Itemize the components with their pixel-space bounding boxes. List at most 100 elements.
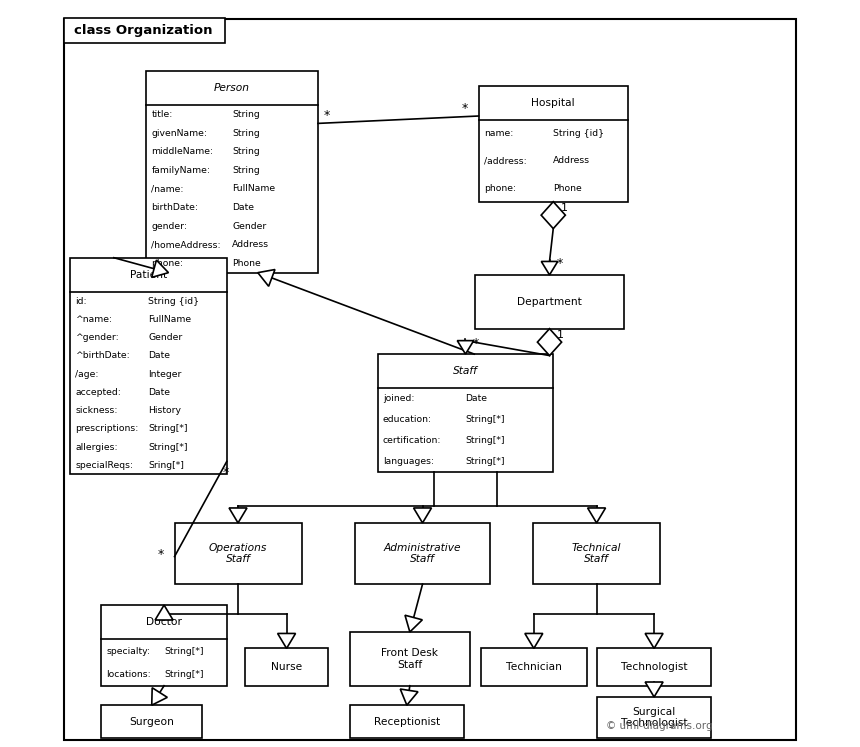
Text: 1: 1 (561, 202, 568, 213)
Text: *: * (473, 337, 479, 350)
Text: prescriptions:: prescriptions: (75, 424, 138, 433)
Text: sickness:: sickness: (75, 406, 118, 415)
Text: gender:: gender: (151, 222, 187, 231)
Text: String: String (232, 166, 260, 175)
FancyBboxPatch shape (101, 605, 227, 686)
FancyBboxPatch shape (475, 275, 624, 329)
Text: ^gender:: ^gender: (75, 333, 119, 342)
Text: education:: education: (383, 415, 432, 424)
FancyBboxPatch shape (101, 705, 202, 738)
Text: String: String (232, 147, 260, 156)
Text: String[*]: String[*] (149, 424, 187, 433)
Polygon shape (645, 682, 663, 697)
Text: 1: 1 (557, 329, 564, 340)
Text: phone:: phone: (484, 184, 516, 193)
Polygon shape (151, 688, 168, 705)
Text: ^birthDate:: ^birthDate: (75, 351, 130, 360)
FancyBboxPatch shape (481, 648, 587, 686)
Text: phone:: phone: (151, 259, 183, 268)
FancyBboxPatch shape (64, 19, 796, 740)
Text: Integer: Integer (149, 370, 181, 379)
Text: /name:: /name: (151, 185, 184, 193)
Text: title:: title: (151, 110, 173, 119)
Text: String[*]: String[*] (149, 442, 187, 451)
Text: Administrative
Staff: Administrative Staff (384, 543, 461, 564)
Text: *: * (557, 258, 563, 270)
FancyBboxPatch shape (64, 18, 224, 43)
FancyBboxPatch shape (245, 648, 329, 686)
Text: Address: Address (232, 241, 269, 249)
Text: allergies:: allergies: (75, 442, 118, 451)
Text: /address:: /address: (484, 156, 526, 166)
Text: FullName: FullName (232, 185, 275, 193)
Text: ^name:: ^name: (75, 315, 113, 324)
Text: Person: Person (214, 83, 250, 93)
Text: middleName:: middleName: (151, 147, 213, 156)
Text: Phone: Phone (553, 184, 582, 193)
Text: String[*]: String[*] (164, 669, 204, 679)
Text: History: History (149, 406, 181, 415)
Text: Phone: Phone (232, 259, 261, 268)
Polygon shape (229, 508, 247, 523)
Text: class Organization: class Organization (75, 24, 213, 37)
Polygon shape (645, 633, 663, 648)
Text: Address: Address (553, 156, 590, 166)
Text: familyName:: familyName: (151, 166, 211, 175)
FancyBboxPatch shape (598, 648, 711, 686)
Text: specialReqs:: specialReqs: (75, 461, 133, 470)
Text: locations:: locations: (107, 669, 151, 679)
Text: givenName:: givenName: (151, 128, 207, 137)
Text: name:: name: (484, 129, 513, 138)
FancyBboxPatch shape (355, 523, 489, 584)
FancyBboxPatch shape (598, 697, 711, 738)
Text: /age:: /age: (75, 370, 99, 379)
Text: Staff: Staff (453, 366, 478, 376)
Text: accepted:: accepted: (75, 388, 121, 397)
Text: id:: id: (75, 297, 87, 306)
Text: Receptionist: Receptionist (374, 716, 440, 727)
Text: Date: Date (149, 388, 170, 397)
Text: *: * (462, 102, 469, 114)
Text: Operations
Staff: Operations Staff (209, 543, 267, 564)
Polygon shape (278, 633, 296, 648)
FancyBboxPatch shape (146, 71, 318, 273)
Text: joined:: joined: (383, 394, 415, 403)
Text: languages:: languages: (383, 457, 434, 466)
Text: String {id}: String {id} (553, 129, 605, 138)
FancyBboxPatch shape (478, 86, 628, 202)
Text: birthDate:: birthDate: (151, 203, 199, 212)
Text: certification:: certification: (383, 436, 441, 445)
Text: Front Desk
Staff: Front Desk Staff (381, 648, 439, 669)
Text: Hospital: Hospital (531, 98, 575, 108)
Polygon shape (414, 508, 432, 523)
FancyBboxPatch shape (350, 632, 470, 686)
Text: String: String (232, 110, 260, 119)
Polygon shape (541, 202, 565, 229)
Text: Department: Department (517, 297, 582, 307)
Text: Technologist: Technologist (621, 662, 687, 672)
Text: *: * (324, 109, 330, 122)
Text: Sring[*]: Sring[*] (149, 461, 184, 470)
Text: *: * (223, 466, 230, 480)
FancyBboxPatch shape (70, 258, 227, 474)
Text: Nurse: Nurse (271, 662, 302, 672)
Polygon shape (525, 633, 543, 648)
FancyBboxPatch shape (533, 523, 660, 584)
Text: FullName: FullName (149, 315, 192, 324)
Polygon shape (151, 260, 169, 277)
Text: String[*]: String[*] (465, 436, 505, 445)
Text: /homeAddress:: /homeAddress: (151, 241, 221, 249)
Text: Date: Date (232, 203, 254, 212)
Text: Date: Date (465, 394, 488, 403)
FancyBboxPatch shape (175, 523, 302, 584)
Polygon shape (458, 341, 474, 354)
Text: String[*]: String[*] (465, 415, 505, 424)
Text: © uml-diagrams.org: © uml-diagrams.org (605, 721, 712, 731)
Text: String: String (232, 128, 260, 137)
Polygon shape (155, 605, 173, 620)
Text: String[*]: String[*] (465, 457, 505, 466)
Polygon shape (587, 508, 605, 523)
Text: String {id}: String {id} (149, 297, 200, 306)
Text: *: * (158, 548, 164, 562)
Polygon shape (541, 261, 558, 275)
